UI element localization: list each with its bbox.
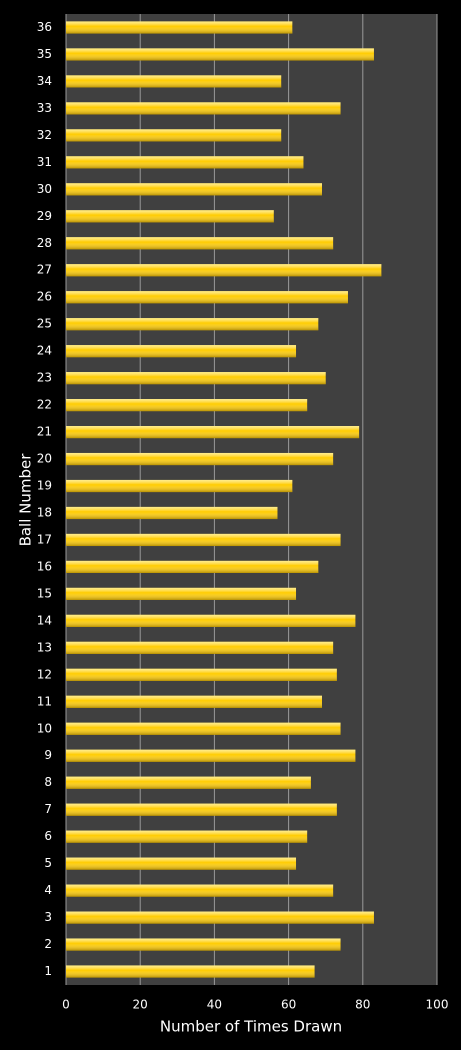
bar-shading bbox=[66, 668, 337, 681]
y-tick-label: 36 bbox=[37, 20, 52, 34]
y-tick-label: 2 bbox=[44, 937, 52, 951]
x-axis-title: Number of Times Drawn bbox=[160, 1018, 342, 1036]
bar-shading bbox=[66, 533, 341, 547]
plot-area bbox=[66, 14, 437, 985]
y-tick-label: 32 bbox=[37, 128, 52, 142]
y-tick-label: 33 bbox=[37, 101, 52, 115]
y-tick-label: 12 bbox=[37, 667, 52, 681]
y-tick-label: 9 bbox=[44, 748, 52, 762]
y-tick-label: 22 bbox=[37, 398, 52, 412]
bar-shading bbox=[66, 911, 374, 924]
bar-shading bbox=[66, 722, 341, 735]
bar-shading bbox=[66, 183, 322, 196]
bar-shading bbox=[66, 479, 293, 493]
bar-shading bbox=[66, 291, 348, 304]
bar-shading bbox=[66, 264, 382, 277]
y-tick-label: 4 bbox=[44, 883, 52, 897]
y-tick-label: 31 bbox=[37, 155, 52, 169]
y-axis-title: Ball Number bbox=[17, 453, 35, 547]
bar-shading bbox=[66, 210, 274, 223]
y-tick-label: 1 bbox=[44, 964, 52, 978]
bar-shading bbox=[66, 560, 319, 573]
y-tick-label: 20 bbox=[37, 452, 52, 466]
y-tick-label: 17 bbox=[37, 532, 52, 546]
x-tick-label: 40 bbox=[207, 998, 222, 1012]
bar-shading bbox=[66, 965, 315, 978]
bar-shading bbox=[66, 506, 278, 520]
bar-shading bbox=[66, 48, 374, 61]
bar-shading bbox=[66, 102, 341, 115]
y-tick-label: 24 bbox=[37, 344, 52, 358]
y-tick-label: 16 bbox=[37, 559, 52, 573]
y-tick-label: 23 bbox=[37, 371, 52, 385]
y-tick-label: 5 bbox=[44, 856, 52, 870]
bar-shading bbox=[66, 318, 319, 331]
bar-shading bbox=[66, 749, 356, 762]
y-tick-label: 15 bbox=[37, 586, 52, 600]
bar-shading bbox=[66, 695, 322, 708]
bar-shading bbox=[66, 452, 334, 466]
y-tick-label: 11 bbox=[37, 694, 52, 708]
y-tick-label: 25 bbox=[37, 317, 52, 331]
x-tick-label: 100 bbox=[426, 998, 449, 1012]
bar-shading bbox=[66, 21, 293, 34]
bar-shading bbox=[66, 426, 360, 439]
x-tick-label: 0 bbox=[62, 998, 70, 1012]
bar-shading bbox=[66, 938, 341, 951]
bar-shading bbox=[66, 641, 334, 654]
bar-shading bbox=[66, 776, 311, 789]
y-tick-label: 18 bbox=[37, 505, 52, 519]
x-tick-label: 60 bbox=[281, 998, 296, 1012]
y-tick-label: 21 bbox=[37, 425, 52, 439]
y-tick-label: 27 bbox=[37, 263, 52, 277]
bar-shading bbox=[66, 237, 334, 250]
y-tick-label: 29 bbox=[37, 209, 52, 223]
y-tick-label: 28 bbox=[37, 236, 52, 250]
y-tick-label: 8 bbox=[44, 775, 52, 789]
bar-shading bbox=[66, 587, 297, 600]
y-tick-label: 7 bbox=[44, 802, 52, 816]
bar-shading bbox=[66, 345, 297, 358]
y-tick-label: 10 bbox=[37, 721, 52, 735]
bar-shading bbox=[66, 156, 304, 169]
y-tick-label: 26 bbox=[37, 290, 52, 304]
x-tick-label: 80 bbox=[355, 998, 370, 1012]
bar-shading bbox=[66, 884, 334, 897]
bar-shading bbox=[66, 830, 308, 843]
y-tick-label: 35 bbox=[37, 47, 52, 61]
y-tick-label: 19 bbox=[37, 479, 52, 493]
bar-shading bbox=[66, 399, 308, 412]
bar-shading bbox=[66, 75, 282, 88]
y-tick-label: 3 bbox=[44, 910, 52, 924]
y-tick-label: 34 bbox=[37, 74, 52, 88]
y-tick-label: 30 bbox=[37, 182, 52, 196]
y-tick-label: 14 bbox=[37, 613, 52, 627]
bar-shading bbox=[66, 857, 297, 870]
bar-shading bbox=[66, 372, 326, 385]
y-tick-label: 13 bbox=[37, 640, 52, 654]
x-tick-label: 20 bbox=[133, 998, 148, 1012]
bar-shading bbox=[66, 803, 337, 816]
bar-shading bbox=[66, 614, 356, 627]
bar-shading bbox=[66, 129, 282, 142]
y-tick-label: 6 bbox=[44, 829, 52, 843]
